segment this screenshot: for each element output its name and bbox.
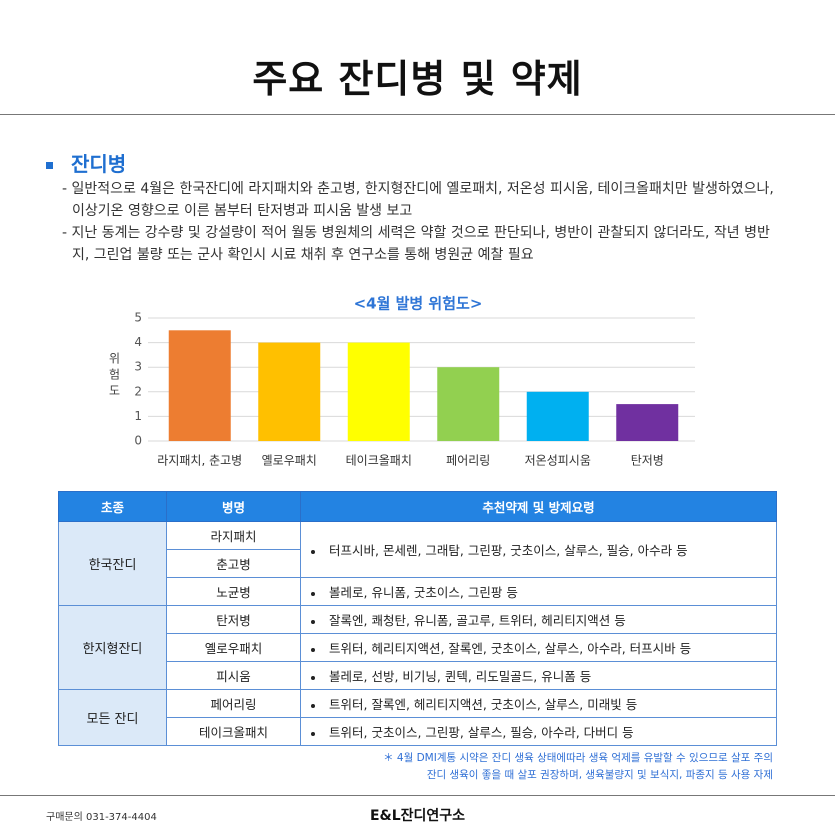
disease-cell: 페어리링 bbox=[166, 689, 301, 718]
column-header: 초종 bbox=[58, 491, 167, 522]
chart: <4월 발병 위험도> 0 1 2 3 4 5 라지패치, 춘고병 옐로우패치 테이크올패치 페어… bbox=[134, 295, 695, 468]
y-axis-label: 위험도 bbox=[107, 352, 121, 400]
bullet-dot bbox=[311, 591, 315, 596]
advice-text: 볼레로, 선방, 비기닝, 퀸텍, 리도밀골드, 유니폼 등 bbox=[329, 669, 592, 684]
page-title: 주요 잔디병 및 약제 bbox=[252, 57, 583, 101]
disease-cell: 피시움 bbox=[166, 661, 301, 690]
advice-cell: 볼레로, 유니폼, 굿초이스, 그린팡 등 bbox=[300, 577, 777, 606]
disease-cell: 탄저병 bbox=[166, 605, 301, 634]
bullet-text: - 지난 동계는 강수량 및 강설량이 적어 월동 병원체의 세력은 약할 것으… bbox=[62, 225, 770, 263]
advice-cell: 볼레로, 선방, 비기닝, 퀸텍, 리도밀골드, 유니폼 등 bbox=[300, 661, 777, 690]
bullet-dot bbox=[311, 619, 315, 624]
table-row: 테이크올패치 트위터, 굿초이스, 그린팡, 살루스, 필승, 아수라, 다버디 … bbox=[59, 717, 777, 746]
turf-cell: 한지형잔디 bbox=[58, 605, 167, 690]
x-tick-label: 저온성피시움 bbox=[525, 454, 591, 468]
bullet-dot bbox=[311, 549, 315, 554]
table-row: 모든 잔디 페어리링 트위터, 잘록엔, 헤리티지액션, 굿초이스, 살루스, 미래… bbox=[58, 689, 777, 746]
table-row: 피시움 볼레로, 선방, 비기닝, 퀸텍, 리도밀골드, 유니폼 등 bbox=[59, 661, 777, 690]
y-tick-label: 2 bbox=[134, 384, 142, 398]
advice-text: 잘록엔, 쾌청탄, 유니폼, 골고루, 트위터, 헤리티지액션 등 bbox=[329, 613, 626, 628]
disease-cell: 옐로우패치 bbox=[166, 633, 301, 662]
bullet-dot bbox=[311, 647, 315, 652]
x-tick-label: 옐로우패치 bbox=[262, 454, 317, 468]
table: 초종 병명 추천약제 및 방제요령 한국잔디 라지패치 터프시바, 몬세렌, 그래탐, 그… bbox=[58, 491, 777, 746]
section-heading: 잔디병 bbox=[46, 148, 126, 177]
bullet-dot bbox=[311, 703, 315, 708]
bar bbox=[168, 330, 231, 441]
advice-cell: 트위터, 헤리티지액션, 잘록엔, 굿초이스, 살루스, 아수라, 터프시바 등 bbox=[300, 633, 777, 662]
bullet-text: - 일반적으로 4월은 한국잔디에 라지패치와 춘고병, 한지형잔디에 옐로패치… bbox=[62, 181, 774, 219]
advice-cell: 잘록엔, 쾌청탄, 유니폼, 골고루, 트위터, 헤리티지액션 등 bbox=[300, 605, 777, 634]
bullet-dot bbox=[311, 675, 315, 680]
advice-text: 트위터, 헤리티지액션, 잘록엔, 굿초이스, 살루스, 아수라, 터프시바 등 bbox=[329, 641, 692, 656]
turf-cell: 한국잔디 bbox=[58, 521, 167, 606]
disease-cell: 노균병 bbox=[166, 577, 301, 606]
bullet-square bbox=[46, 162, 53, 169]
footnote: ＊ 4월 DMI계통 시약은 잔디 생육 상태에따라 생육 억제를 유발할 수 … bbox=[383, 750, 773, 784]
table-row: 한지형잔디 탄저병 잘록엔, 쾌청탄, 유니폼, 골고루, 트위터, 헤리티지액션 … bbox=[58, 605, 777, 690]
bar bbox=[616, 404, 679, 441]
advice-text: 트위터, 잘록엔, 헤리티지액션, 굿초이스, 살루스, 미래빛 등 bbox=[329, 697, 638, 712]
y-tick-label: 1 bbox=[134, 409, 142, 423]
section-heading-text: 잔디병 bbox=[71, 152, 127, 176]
contact: 구매문의 031-374-4404 bbox=[46, 812, 157, 823]
column-header: 병명 bbox=[166, 491, 301, 522]
y-tick-label: 0 bbox=[134, 434, 142, 448]
x-tick-label: 탄저병 bbox=[631, 454, 664, 468]
table-row: 노균병 볼레로, 유니폼, 굿초이스, 그린팡 등 bbox=[59, 577, 777, 606]
bar bbox=[437, 367, 500, 441]
bullet-list: - 일반적으로 4월은 한국잔디에 라지패치와 춘고병, 한지형잔디에 옐로패치… bbox=[62, 178, 782, 266]
table-header: 초종 병명 추천약제 및 방제요령 bbox=[58, 491, 777, 522]
advice-cell: 트위터, 굿초이스, 그린팡, 살루스, 필승, 아수라, 다버디 등 bbox=[300, 717, 777, 746]
x-tick-label: 라지패치, 춘고병 bbox=[157, 454, 242, 468]
chart-title: <4월 발병 위험도> bbox=[354, 295, 483, 313]
divider bbox=[0, 114, 835, 115]
x-tick-label: 테이크올패치 bbox=[346, 454, 412, 468]
bar bbox=[526, 391, 589, 441]
column-header: 추천약제 및 방제요령 bbox=[300, 491, 777, 522]
disease-cell: 테이크올패치 bbox=[166, 717, 301, 746]
advice-text: 볼레로, 유니폼, 굿초이스, 그린팡 등 bbox=[329, 585, 518, 600]
y-tick-label: 4 bbox=[134, 335, 142, 349]
bullet-dot bbox=[311, 731, 315, 736]
turf-cell: 모든 잔디 bbox=[58, 689, 167, 746]
advice-cell: 트위터, 잘록엔, 헤리티지액션, 굿초이스, 살루스, 미래빛 등 bbox=[300, 689, 777, 718]
x-tick-label: 페어리링 bbox=[446, 454, 490, 468]
bar bbox=[258, 342, 321, 441]
divider bbox=[0, 795, 835, 796]
table-row: 옐로우패치 트위터, 헤리티지액션, 잘록엔, 굿초이스, 살루스, 아수라, 터… bbox=[59, 633, 777, 662]
footnote-line: 잔디 생육이 좋을 때 살포 권장하며, 생육불량지 및 보식지, 파종지 등 … bbox=[426, 769, 773, 781]
footnote-line: ＊ 4월 DMI계통 시약은 잔디 생육 상태에따라 생육 억제를 유발할 수 … bbox=[383, 752, 773, 764]
advice-text: 터프시바, 몬세렌, 그래탐, 그린팡, 굿초이스, 살루스, 필승, 아수라 … bbox=[329, 543, 688, 558]
advice-text: 트위터, 굿초이스, 그린팡, 살루스, 필승, 아수라, 다버디 등 bbox=[329, 725, 634, 740]
disease-cell: 춘고병 bbox=[166, 549, 301, 578]
advice-cell: 터프시바, 몬세렌, 그래탐, 그린팡, 굿초이스, 살루스, 필승, 아수라 … bbox=[300, 521, 777, 578]
table-row: 춘고병 bbox=[59, 549, 777, 578]
y-tick-label: 3 bbox=[134, 360, 142, 374]
disease-cell: 라지패치 bbox=[166, 521, 301, 550]
company: E&L잔디연구소 bbox=[369, 808, 466, 824]
y-tick-label: 5 bbox=[134, 311, 142, 325]
bar bbox=[347, 342, 410, 441]
